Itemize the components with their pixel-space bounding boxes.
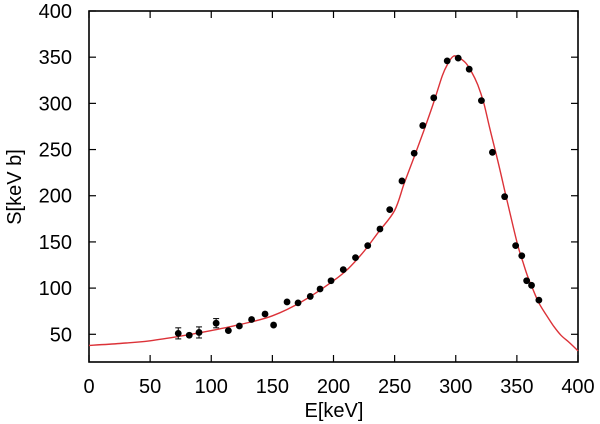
x-tick-label: 300 xyxy=(439,376,472,398)
data-point xyxy=(528,281,535,289)
x-tick-label: 400 xyxy=(561,376,594,398)
x-tick-label: 250 xyxy=(378,376,411,398)
data-point xyxy=(283,298,291,306)
x-tick-label: 0 xyxy=(83,376,94,398)
data-point xyxy=(224,327,232,334)
data-point xyxy=(339,266,347,274)
y-tick-label: 400 xyxy=(39,1,72,23)
data-point xyxy=(316,285,324,293)
data-point xyxy=(248,316,255,323)
data-point xyxy=(261,310,269,318)
data-point xyxy=(185,331,193,339)
y-tick-label: 350 xyxy=(39,47,72,69)
data-point xyxy=(454,54,462,62)
data-point xyxy=(419,122,427,129)
x-tick-label: 350 xyxy=(500,376,533,398)
plot-frame xyxy=(88,10,579,363)
data-point xyxy=(465,65,473,73)
data-point xyxy=(212,319,220,327)
data-point xyxy=(306,293,314,300)
y-tick-label: 150 xyxy=(39,232,72,254)
y-tick-label: 200 xyxy=(39,186,72,208)
data-point xyxy=(364,242,372,250)
data-point xyxy=(512,242,520,250)
plot-area: 0 50 100 150 200 250 300 350 400 50 100 150 200 250 30… xyxy=(39,1,595,398)
data-point xyxy=(523,277,531,285)
data-point xyxy=(410,149,418,157)
data-point xyxy=(294,299,302,307)
y-tick-label: 300 xyxy=(39,93,72,115)
data-point xyxy=(235,322,243,330)
x-tick-label: 50 xyxy=(139,376,161,398)
data-point xyxy=(518,252,526,260)
data-point xyxy=(376,225,384,233)
data-point xyxy=(174,329,182,337)
data-point xyxy=(443,57,451,65)
data-point xyxy=(501,193,509,201)
data-point xyxy=(270,321,277,329)
x-tick-label: 150 xyxy=(256,376,289,398)
y-tick-label: 100 xyxy=(39,278,72,300)
data-point xyxy=(478,97,485,104)
data-point xyxy=(430,94,438,102)
fit-curve xyxy=(88,55,579,352)
x-tick-label: 100 xyxy=(195,376,228,398)
data-point xyxy=(535,296,543,304)
data-point xyxy=(352,254,359,262)
y-axis-title: S[keV b] xyxy=(4,149,26,225)
y-tick-label: 50 xyxy=(50,324,72,346)
data-point xyxy=(327,277,335,285)
x-axis-title: E[keV] xyxy=(305,400,364,422)
x-tick-label: 200 xyxy=(317,376,350,398)
data-point xyxy=(195,329,203,336)
y-tick-label: 250 xyxy=(39,140,72,162)
data-point xyxy=(489,148,496,156)
data-point xyxy=(386,206,394,213)
data-point xyxy=(398,177,406,185)
